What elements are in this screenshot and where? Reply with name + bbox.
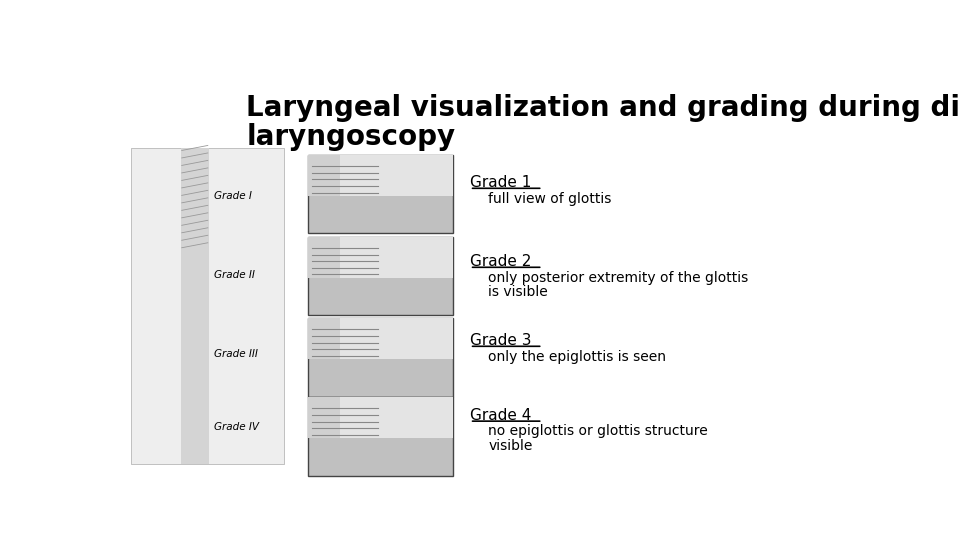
Text: Grade II: Grade II bbox=[214, 270, 255, 280]
FancyBboxPatch shape bbox=[308, 237, 340, 278]
Text: Laryngeal visualization and grading during direct: Laryngeal visualization and grading duri… bbox=[247, 94, 960, 122]
FancyBboxPatch shape bbox=[308, 397, 453, 438]
Text: no epiglottis or glottis structure: no epiglottis or glottis structure bbox=[489, 424, 708, 438]
FancyBboxPatch shape bbox=[308, 155, 453, 233]
FancyBboxPatch shape bbox=[181, 148, 209, 464]
FancyBboxPatch shape bbox=[308, 237, 453, 278]
Text: Grade I: Grade I bbox=[214, 191, 252, 201]
Text: only posterior extremity of the glottis: only posterior extremity of the glottis bbox=[489, 271, 749, 285]
Text: Grade 4: Grade 4 bbox=[469, 408, 531, 423]
Text: Grade III: Grade III bbox=[214, 349, 258, 359]
FancyBboxPatch shape bbox=[308, 319, 340, 359]
FancyBboxPatch shape bbox=[308, 319, 453, 359]
FancyBboxPatch shape bbox=[308, 237, 453, 315]
FancyBboxPatch shape bbox=[308, 155, 453, 195]
Text: Grade 2: Grade 2 bbox=[469, 254, 531, 269]
Text: only the epiglottis is seen: only the epiglottis is seen bbox=[489, 349, 666, 363]
Text: Grade 1: Grade 1 bbox=[469, 175, 531, 190]
Text: Grade 3: Grade 3 bbox=[469, 333, 531, 348]
Text: Grade IV: Grade IV bbox=[214, 422, 259, 431]
FancyBboxPatch shape bbox=[308, 397, 340, 438]
FancyBboxPatch shape bbox=[308, 397, 453, 476]
FancyBboxPatch shape bbox=[132, 148, 283, 464]
Text: laryngoscopy: laryngoscopy bbox=[247, 123, 456, 151]
FancyBboxPatch shape bbox=[308, 319, 453, 396]
FancyBboxPatch shape bbox=[308, 155, 340, 195]
Text: visible: visible bbox=[489, 439, 533, 453]
Text: is visible: is visible bbox=[489, 285, 548, 299]
Text: full view of glottis: full view of glottis bbox=[489, 192, 612, 206]
